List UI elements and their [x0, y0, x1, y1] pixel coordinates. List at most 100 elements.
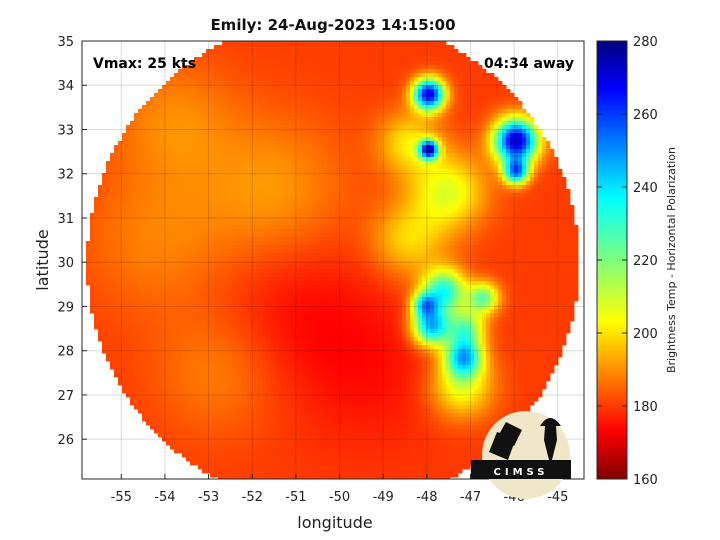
swath-cell	[522, 177, 527, 182]
swath-cell	[386, 53, 391, 58]
swath-cell	[318, 133, 323, 138]
swath-cell	[334, 129, 339, 134]
swath-cell	[226, 209, 231, 214]
swath-cell	[98, 237, 103, 242]
swath-cell	[350, 69, 355, 74]
swath-cell	[286, 41, 291, 46]
swath-cell	[442, 149, 447, 154]
swath-cell	[346, 113, 351, 118]
swath-cell	[322, 201, 327, 206]
swath-cell	[266, 53, 271, 58]
swath-cell	[382, 125, 387, 130]
swath-cell	[510, 197, 515, 202]
swath-cell	[170, 181, 175, 186]
swath-cell	[330, 93, 335, 98]
swath-cell	[506, 153, 511, 158]
swath-cell	[130, 121, 135, 126]
swath-cell	[366, 85, 371, 90]
swath-cell	[222, 209, 227, 214]
swath-cell	[526, 213, 531, 218]
swath-cell	[514, 149, 519, 154]
swath-cell	[146, 205, 151, 210]
swath-cell	[486, 153, 491, 158]
swath-cell	[406, 41, 411, 46]
swath-cell	[294, 101, 299, 106]
swath-cell	[282, 157, 287, 162]
swath-cell	[494, 177, 499, 182]
swath-cell	[206, 169, 211, 174]
swath-cell	[430, 77, 435, 82]
swath-cell	[482, 77, 487, 82]
swath-cell	[446, 201, 451, 206]
swath-cell	[162, 217, 167, 222]
swath-cell	[246, 197, 251, 202]
swath-cell	[374, 205, 379, 210]
swath-cell	[166, 189, 171, 194]
swath-cell	[354, 221, 359, 226]
swath-cell	[90, 217, 95, 222]
swath-cell	[402, 169, 407, 174]
swath-cell	[458, 221, 463, 226]
swath-cell	[526, 185, 531, 190]
swath-cell	[246, 233, 251, 238]
swath-cell	[334, 109, 339, 114]
swath-cell	[482, 73, 487, 78]
swath-cell	[318, 57, 323, 62]
swath-cell	[310, 105, 315, 110]
swath-cell	[434, 169, 439, 174]
swath-cell	[162, 85, 167, 90]
swath-cell	[342, 61, 347, 66]
swath-cell	[354, 181, 359, 186]
swath-cell	[322, 177, 327, 182]
swath-cell	[270, 109, 275, 114]
swath-cell	[382, 165, 387, 170]
swath-cell	[526, 137, 531, 142]
swath-cell	[182, 133, 187, 138]
swath-cell	[414, 233, 419, 238]
swath-cell	[410, 65, 415, 70]
swath-cell	[382, 209, 387, 214]
swath-cell	[494, 205, 499, 210]
swath-cell	[394, 105, 399, 110]
swath-cell	[502, 173, 507, 178]
swath-cell	[502, 117, 507, 122]
swath-cell	[378, 233, 383, 238]
swath-cell	[258, 237, 263, 242]
swath-cell	[190, 93, 195, 98]
swath-cell	[494, 193, 499, 198]
swath-cell	[310, 125, 315, 130]
swath-cell	[554, 161, 559, 166]
swath-cell	[254, 209, 259, 214]
swath-cell	[250, 97, 255, 102]
swath-cell	[150, 105, 155, 110]
swath-cell	[194, 169, 199, 174]
swath-cell	[270, 153, 275, 158]
swath-cell	[494, 117, 499, 122]
swath-cell	[374, 41, 379, 46]
swath-cell	[122, 181, 127, 186]
swath-cell	[298, 69, 303, 74]
swath-cell	[558, 229, 563, 234]
swath-cell	[150, 113, 155, 118]
swath-cell	[454, 105, 459, 110]
swath-cell	[306, 161, 311, 166]
swath-cell	[298, 101, 303, 106]
swath-cell	[466, 141, 471, 146]
swath-cell	[338, 97, 343, 102]
swath-cell	[450, 129, 455, 134]
swath-cell	[190, 141, 195, 146]
swath-cell	[390, 101, 395, 106]
swath-cell	[498, 129, 503, 134]
swath-cell	[274, 217, 279, 222]
swath-cell	[262, 225, 267, 230]
swath-cell	[286, 57, 291, 62]
swath-cell	[478, 89, 483, 94]
swath-cell	[398, 109, 403, 114]
swath-cell	[286, 117, 291, 122]
swath-cell	[466, 229, 471, 234]
swath-cell	[238, 177, 243, 182]
swath-cell	[542, 153, 547, 158]
swath-cell	[190, 181, 195, 186]
swath-cell	[166, 133, 171, 138]
swath-cell	[230, 185, 235, 190]
